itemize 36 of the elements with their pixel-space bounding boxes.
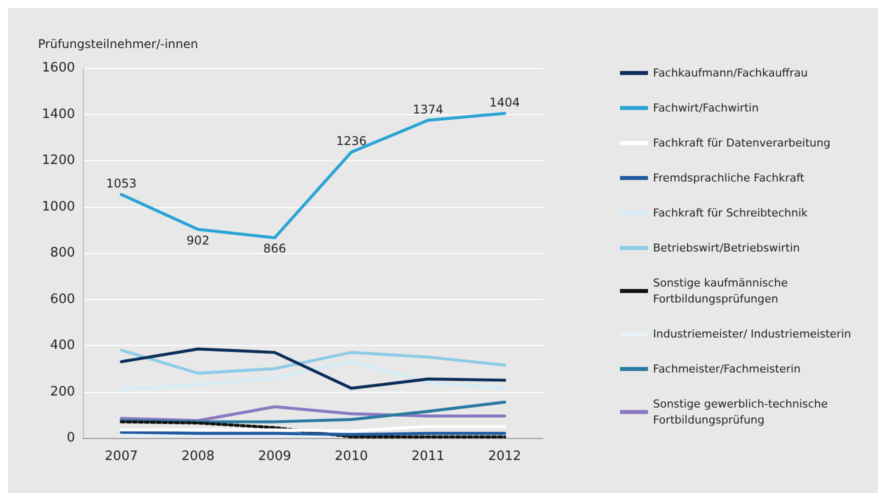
x-tick-label: 2009 — [258, 449, 292, 464]
data-label: 866 — [263, 242, 286, 256]
data-label: 1053 — [106, 176, 137, 190]
line-series — [120, 348, 506, 375]
x-tick-label: 2007 — [104, 449, 138, 464]
legend-label: Fachkraft für Datenverarbeitung — [653, 136, 830, 150]
y-tick-label: 600 — [50, 292, 75, 307]
legend-label: Fachkraft für Schreibtechnik — [653, 206, 808, 220]
line-series — [120, 347, 506, 390]
x-tick-label: 2010 — [334, 449, 368, 464]
line-series — [120, 360, 506, 391]
data-label: 902 — [186, 233, 210, 248]
data-label: 1404 — [489, 95, 520, 110]
legend-label: Fachwirt/Fachwirtin — [653, 102, 759, 114]
x-tick-label: 2012 — [488, 449, 522, 464]
y-tick-label: 1600 — [42, 60, 75, 76]
line-series — [120, 420, 506, 438]
legend-label: Sonstige kaufmännische Fortbildungsprüfungen — [653, 276, 792, 306]
y-tick-label: 800 — [50, 246, 75, 260]
y-tick-label: 1400 — [42, 106, 75, 122]
x-tick-label: 2008 — [181, 449, 215, 464]
y-axis-title: Prüfungsteilnehmer/-innen — [38, 37, 198, 51]
data-label: 1236 — [336, 134, 367, 148]
data-label: 1374 — [412, 102, 444, 116]
y-tick-label: 1200 — [42, 153, 75, 168]
legend-label: Fachmeister/Fachmeisterin — [653, 362, 801, 376]
y-tick-label: 400 — [50, 338, 75, 353]
y-tick-label: 0 — [66, 430, 75, 446]
legend-label: Betriebswirt/Betriebswirtin — [653, 242, 800, 254]
legend-label: Sonstige gewerblich-technische Fortbildungsprüfung — [653, 398, 832, 426]
legend-label: Fachkaufmann/Fachkauffrau — [653, 66, 808, 80]
legend-label: Fremdsprachliche Fachkraft — [653, 172, 806, 184]
legend-label: Industriemeister/ Industriemeisterin — [653, 328, 852, 340]
x-tick-label: 2011 — [411, 449, 445, 464]
y-tick-label: 1000 — [42, 199, 75, 214]
y-tick-label: 200 — [50, 384, 75, 400]
